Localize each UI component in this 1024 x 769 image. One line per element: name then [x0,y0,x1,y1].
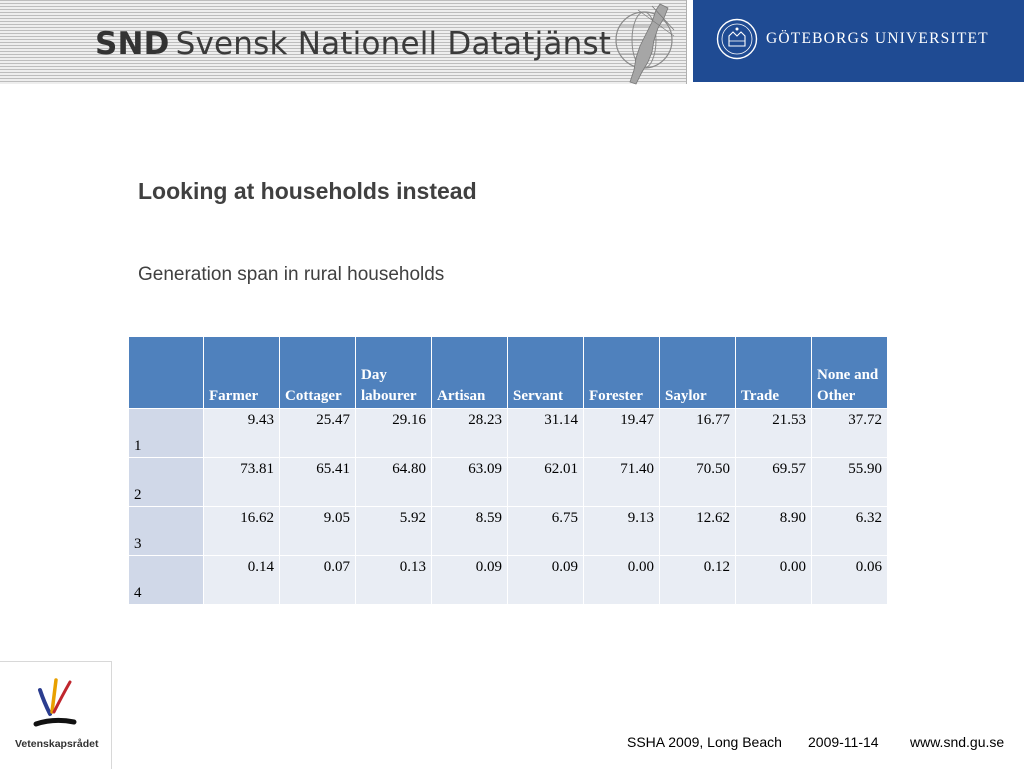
footer-url[interactable]: www.snd.gu.se [910,734,1005,750]
row-label: 4 [128,555,204,605]
footer-date: 2009-11-14 [808,734,879,750]
table-cell: 16.77 [659,408,736,458]
table-cell: 65.41 [279,457,356,507]
university-header-banner [693,0,1024,82]
table-cell: 0.09 [507,555,584,605]
slide-subtitle: Generation span in rural households [138,264,445,285]
snd-logo-text: SND Svensk Nationell Datatjänst [95,22,611,66]
university-seal-icon [716,18,758,60]
table-cell: 28.23 [431,408,508,458]
column-header-forester: Forester [583,336,660,409]
column-header-cottager: Cottager [279,336,356,409]
column-header-empty [128,336,204,409]
table-cell: 0.06 [811,555,888,605]
generation-span-table: Farmer Cottager Day labourer Artisan Ser… [128,336,888,605]
snd-abbr: SND [95,26,170,62]
vetenskapsradet-mark-icon [33,678,77,727]
column-header-day-labourer: Day labourer [355,336,432,409]
table-cell: 9.05 [279,506,356,556]
table-row: 1 9.43 25.47 29.16 28.23 31.14 19.47 16.… [128,408,888,458]
table-cell: 21.53 [735,408,812,458]
column-header-farmer: Farmer [203,336,280,409]
table-cell: 62.01 [507,457,584,507]
table-cell: 0.14 [203,555,280,605]
table-cell: 31.14 [507,408,584,458]
table-cell: 6.32 [811,506,888,556]
column-header-saylor: Saylor [659,336,736,409]
table-cell: 0.07 [279,555,356,605]
table-cell: 37.72 [811,408,888,458]
table-cell: 0.13 [355,555,432,605]
table-cell: 0.09 [431,555,508,605]
table-cell: 0.12 [659,555,736,605]
footer-conference: SSHA 2009, Long Beach [627,734,782,750]
sweden-globe-icon [615,3,675,85]
table-cell: 9.13 [583,506,660,556]
table-cell: 71.40 [583,457,660,507]
table-cell: 0.00 [735,555,812,605]
table-cell: 55.90 [811,457,888,507]
table-header-row: Farmer Cottager Day labourer Artisan Ser… [128,336,888,409]
table-cell: 70.50 [659,457,736,507]
snd-header-banner [0,0,687,84]
column-header-trade: Trade [735,336,812,409]
row-label: 3 [128,506,204,556]
table-cell: 8.59 [431,506,508,556]
table-row: 4 0.14 0.07 0.13 0.09 0.09 0.00 0.12 0.0… [128,555,888,605]
table-cell: 16.62 [203,506,280,556]
row-label: 2 [128,457,204,507]
table-cell: 8.90 [735,506,812,556]
column-header-servant: Servant [507,336,584,409]
table-cell: 25.47 [279,408,356,458]
slide-title: Looking at households instead [138,178,477,204]
table-cell: 19.47 [583,408,660,458]
table-cell: 5.92 [355,506,432,556]
table-cell: 29.16 [355,408,432,458]
table-cell: 64.80 [355,457,432,507]
table-cell: 0.00 [583,555,660,605]
vetenskapsradet-label: Vetenskapsrådet [15,738,99,750]
university-name: GÖTEBORGS UNIVERSITET [766,30,989,47]
table-row: 3 16.62 9.05 5.92 8.59 6.75 9.13 12.62 8… [128,506,888,556]
table-cell: 6.75 [507,506,584,556]
column-header-none-and-other: None and Other [811,336,888,409]
table-cell: 63.09 [431,457,508,507]
table-cell: 9.43 [203,408,280,458]
table-cell: 73.81 [203,457,280,507]
table-row: 2 73.81 65.41 64.80 63.09 62.01 71.40 70… [128,457,888,507]
column-header-artisan: Artisan [431,336,508,409]
snd-name: Svensk Nationell Datatjänst [175,26,612,62]
row-label: 1 [128,408,204,458]
table-cell: 69.57 [735,457,812,507]
vetenskapsradet-logo [0,661,112,769]
table-cell: 12.62 [659,506,736,556]
